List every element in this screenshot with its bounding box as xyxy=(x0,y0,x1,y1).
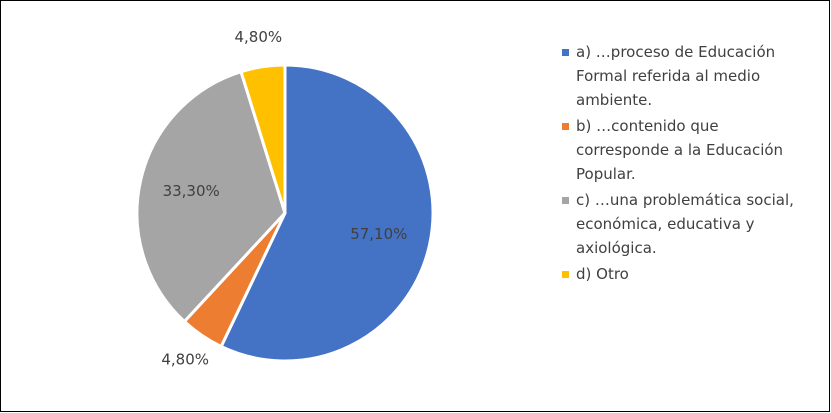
pie-slice xyxy=(135,69,287,324)
legend-label: d) Otro xyxy=(576,265,629,283)
legend-item: d) Otro xyxy=(560,262,806,286)
legend-item: c) …una problemática social, económica, … xyxy=(560,188,806,260)
legend-swatch xyxy=(562,271,569,278)
legend-item: a) …proceso de Educación Formal referida… xyxy=(560,40,806,112)
legend-label: b) …contenido que corresponde a la Educa… xyxy=(576,117,784,183)
legend-label: c) …una problemática social, económica, … xyxy=(576,191,794,257)
legend: a) …proceso de Educación Formal referida… xyxy=(560,40,826,288)
pie-slice xyxy=(219,63,435,363)
legend-swatch xyxy=(562,197,569,204)
data-label: 4,80% xyxy=(234,28,282,46)
legend-item: b) …contenido que corresponde a la Educa… xyxy=(560,114,806,186)
data-label: 57,10% xyxy=(350,225,407,243)
legend-label: a) …proceso de Educación Formal referida… xyxy=(576,43,776,109)
data-label: 4,80% xyxy=(161,350,209,368)
pie-slice xyxy=(239,63,287,214)
data-label: 33,30% xyxy=(163,182,220,200)
legend-swatch xyxy=(562,123,569,130)
legend-swatch xyxy=(562,49,569,56)
